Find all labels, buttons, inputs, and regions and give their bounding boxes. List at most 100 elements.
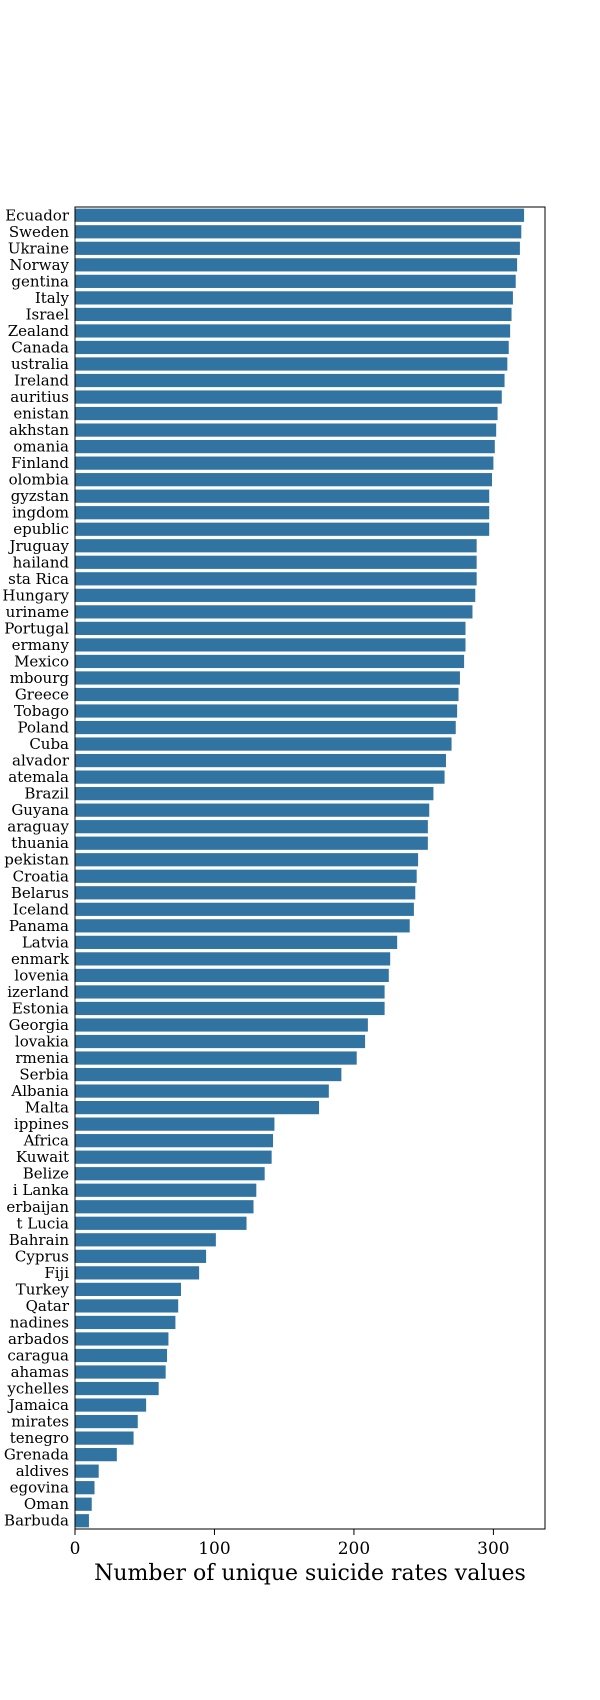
category-label: erbaijan (6, 1198, 69, 1216)
bar (75, 753, 446, 768)
category-label: Tobago (14, 702, 69, 720)
category-label: caragua (7, 1346, 69, 1364)
bar (75, 787, 434, 801)
category-label: Mexico (14, 652, 69, 670)
bar (75, 307, 512, 322)
category-label: Estonia (12, 999, 69, 1017)
category-label: akhstan (9, 421, 69, 439)
bar (75, 1481, 95, 1495)
category-label: izerland (7, 983, 69, 1001)
category-label: ychelles (6, 1380, 69, 1398)
category-label: Jruguay (7, 537, 69, 555)
category-label: hailand (13, 553, 70, 571)
category-label: mirates (11, 1413, 69, 1431)
category-label: ingdom (12, 504, 69, 522)
bar (75, 1216, 247, 1230)
category-label: araguay (7, 818, 69, 836)
x-tick-label: 300 (477, 1539, 509, 1559)
bar (75, 1001, 385, 1016)
bar (75, 687, 459, 702)
category-label: Belarus (11, 884, 69, 902)
category-label: ippines (14, 1115, 69, 1133)
category-label: egovina (10, 1479, 69, 1497)
bar (75, 704, 458, 718)
bar (75, 720, 456, 735)
bar (75, 340, 509, 355)
bar (75, 820, 428, 834)
bar (75, 522, 490, 536)
category-label: arbados (8, 1330, 69, 1348)
bar (75, 423, 497, 437)
bar (75, 886, 416, 900)
bar (75, 1448, 117, 1462)
bar (75, 1067, 342, 1082)
bar (75, 1117, 275, 1131)
category-label: Bahrain (9, 1231, 70, 1249)
category-label: Portugal (4, 619, 69, 637)
category-label: Ukraine (8, 239, 69, 257)
bar (75, 258, 518, 272)
bar (75, 241, 520, 255)
category-label: Turkey (16, 1280, 70, 1298)
category-label: Croatia (13, 867, 69, 885)
bar (75, 1414, 138, 1429)
bar (75, 952, 391, 966)
category-label: thuania (11, 834, 69, 852)
bar (75, 1348, 168, 1363)
axes-frame (74, 206, 546, 1530)
category-label: Guyana (11, 801, 69, 819)
x-axis-ticks: 0 100 200 300 (70, 1529, 510, 1559)
bar (75, 506, 490, 520)
bar (75, 539, 477, 553)
category-label: omania (13, 438, 69, 456)
category-label: Grenada (4, 1446, 69, 1464)
bar (75, 935, 398, 949)
category-label: Israel (26, 305, 70, 323)
category-label: epublic (13, 520, 69, 538)
bar (75, 803, 430, 817)
bar (75, 357, 508, 371)
category-label: gentina (11, 272, 69, 290)
category-label: Oman (24, 1495, 69, 1513)
category-label: gyzstan (11, 487, 70, 505)
x-axis-title: Number of unique suicide rates values (94, 1561, 526, 1586)
category-label: Ecuador (5, 206, 70, 224)
category-label: Belize (23, 1165, 69, 1183)
category-label: lovenia (14, 966, 69, 984)
category-label: Finland (11, 454, 69, 472)
bar (75, 968, 389, 983)
bar (75, 440, 495, 454)
category-label: Latvia (22, 933, 69, 951)
category-label: ermany (12, 636, 70, 654)
bar (75, 1266, 200, 1280)
bar (75, 985, 385, 999)
bar (75, 1167, 265, 1181)
bar (75, 853, 419, 867)
category-label: alvador (12, 752, 70, 770)
bar (75, 770, 445, 784)
bar (75, 456, 494, 470)
bar (75, 1464, 99, 1478)
category-label: auritius (10, 388, 69, 406)
bar (75, 1332, 169, 1346)
bar (75, 225, 522, 239)
category-label: enmark (11, 950, 70, 968)
bar (75, 1497, 92, 1511)
bar (75, 390, 502, 404)
category-label: Zealand (8, 322, 70, 340)
bar (75, 902, 414, 916)
category-label: Cyprus (15, 1247, 69, 1265)
category-label: sta Rica (8, 570, 69, 588)
bar (75, 1034, 366, 1049)
bar (75, 654, 465, 669)
category-label: uriname (6, 603, 69, 621)
bar (75, 572, 477, 586)
category-label: pekistan (4, 851, 69, 869)
category-label: atemala (8, 768, 69, 786)
category-label: Qatar (26, 1297, 70, 1315)
bar (75, 1233, 216, 1247)
bar (75, 1365, 166, 1379)
category-label: Italy (35, 289, 70, 307)
bar (75, 1150, 272, 1164)
category-label: ustralia (11, 355, 69, 373)
